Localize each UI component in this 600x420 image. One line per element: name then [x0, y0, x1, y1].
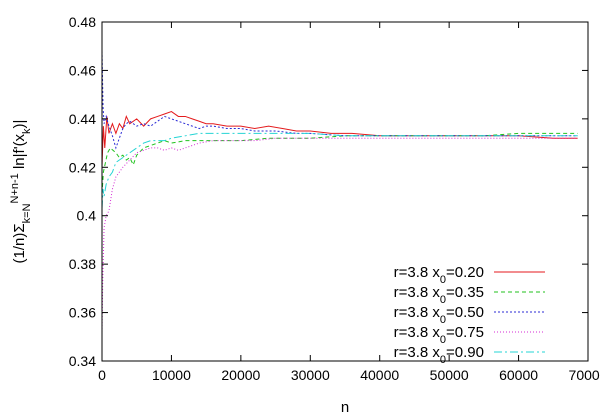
series-line-2: [101, 51, 578, 150]
legend-label-2: r=3.8 x0=0.50: [394, 304, 484, 326]
y-tick-label: 0.46: [69, 62, 96, 78]
x-tick-label: 50000: [430, 367, 469, 383]
series-line-0: [101, 111, 578, 168]
legend-label-0: r=3.8 x0=0.20: [394, 264, 484, 286]
legend-label-text: r=3.8 x: [394, 264, 441, 281]
legend-label-value: =0.20: [446, 264, 484, 281]
y-tick-label: 0.44: [69, 111, 96, 127]
series-layer: [101, 51, 578, 332]
legend-label-text: r=3.8 x: [394, 324, 441, 341]
y-label-sup: N+n-1: [9, 173, 21, 203]
y-tick-label: 0.38: [69, 256, 96, 272]
legend-label-value: =0.90: [446, 344, 484, 361]
legend-label-sub: 0: [440, 274, 446, 286]
y-label-suffix: )|: [11, 120, 28, 129]
x-tick-label: 40000: [360, 367, 399, 383]
y-axis-label: (1/n)Σk=NN+n-1 ln|f'(xk)|: [9, 120, 33, 264]
legend-label-text: r=3.8 x: [394, 344, 441, 361]
y-tick-label: 0.42: [69, 159, 96, 175]
y-label-sub: k=N: [21, 203, 33, 223]
legend-label-sub: 0: [440, 354, 446, 366]
legend-label-text: r=3.8 x: [394, 284, 441, 301]
legend-label-value: =0.50: [446, 304, 484, 321]
y-tick-label: 0.4: [77, 208, 97, 224]
legend-label-sub: 0: [440, 294, 446, 306]
legend-label-3: r=3.8 x0=0.75: [394, 324, 484, 346]
series-line-1: [101, 132, 578, 194]
y-label-sub2: k: [21, 128, 33, 134]
x-tick-label: 0: [98, 367, 106, 383]
series-line-4: [101, 132, 578, 209]
y-label-mid: ln|f'(x: [11, 133, 28, 173]
y-tick-label: 0.48: [69, 14, 96, 30]
x-tick-label: 60000: [499, 367, 538, 383]
y-label-prefix: (1/n)Σ: [11, 223, 28, 263]
legend-label-1: r=3.8 x0=0.35: [394, 284, 484, 306]
y-tick-label: 0.34: [69, 353, 96, 369]
legend-label-sub: 0: [440, 314, 446, 326]
legend-label-value: =0.75: [446, 324, 484, 341]
x-tick-label: 20000: [221, 367, 260, 383]
legend-label-sub: 0: [440, 334, 446, 346]
x-tick-label: 10000: [152, 367, 191, 383]
x-axis-label: n: [341, 399, 349, 416]
plot-frame: [101, 21, 589, 362]
legend-label-value: =0.35: [446, 284, 484, 301]
y-tick-label: 0.36: [69, 305, 96, 321]
legend-label-4: r=3.8 x0=0.90: [394, 344, 484, 366]
x-tick-label: 30000: [291, 367, 330, 383]
legend-label-text: r=3.8 x: [394, 304, 441, 321]
legend: r=3.8 x0=0.20r=3.8 x0=0.35r=3.8 x0=0.50r…: [394, 264, 545, 366]
series-line-3: [101, 137, 578, 332]
